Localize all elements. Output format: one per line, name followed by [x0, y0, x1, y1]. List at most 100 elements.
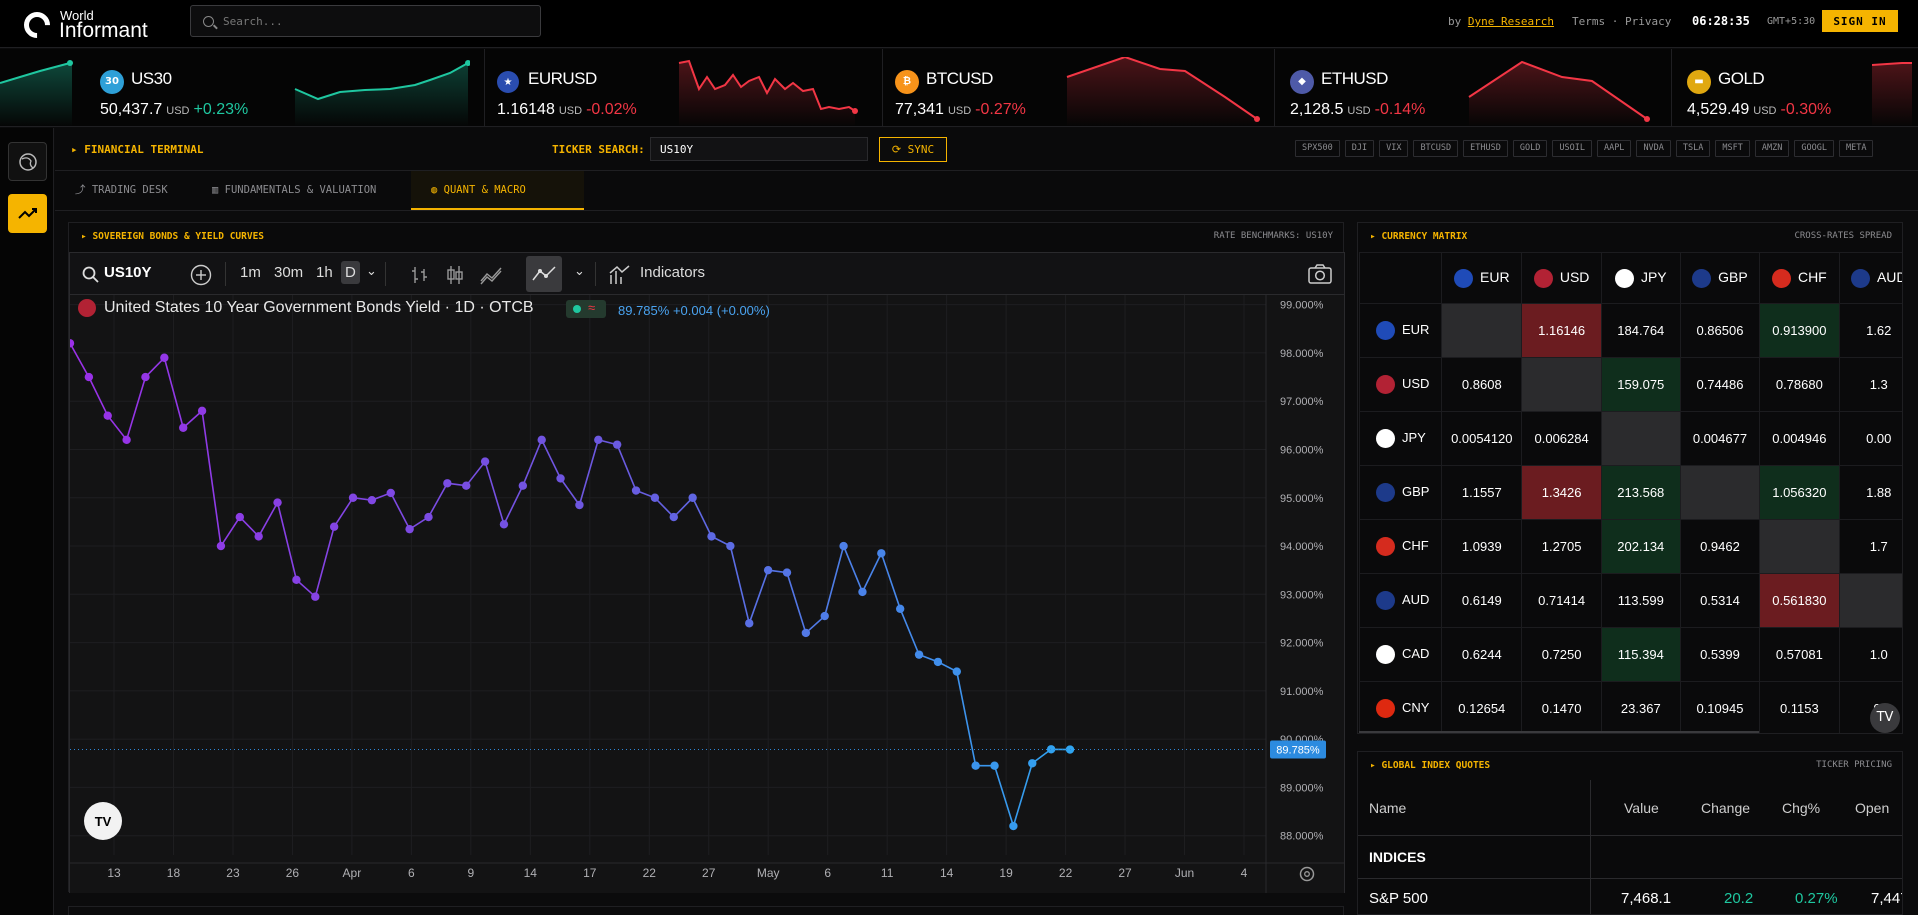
rate-cell[interactable]: 0.71414: [1521, 573, 1602, 628]
rate-cell[interactable]: 0.9462: [1679, 519, 1761, 574]
ticker-chip[interactable]: SPX500: [1295, 140, 1340, 157]
col-chg-pct[interactable]: Chg%: [1782, 800, 1821, 816]
data-point[interactable]: [480, 457, 490, 466]
data-point[interactable]: [895, 604, 905, 613]
rate-cell[interactable]: 0.561830: [1759, 573, 1840, 628]
ticker-chip[interactable]: NVDA: [1636, 140, 1671, 157]
rate-cell[interactable]: 1.16146: [1521, 303, 1602, 358]
data-point[interactable]: [292, 575, 301, 585]
rate-cell[interactable]: 159.075: [1600, 357, 1681, 412]
rate-cell[interactable]: 1.7: [1838, 519, 1902, 574]
add-symbol-icon[interactable]: [189, 263, 213, 287]
timeframe-d[interactable]: D: [341, 261, 360, 284]
data-point[interactable]: [575, 500, 584, 510]
col-header[interactable]: AUD: [1838, 252, 1902, 304]
candles-icon[interactable]: [443, 263, 467, 287]
ticker-chip[interactable]: DJI: [1344, 140, 1375, 157]
data-point[interactable]: [160, 353, 169, 362]
data-point[interactable]: [990, 761, 999, 770]
symbol-label[interactable]: US10Y: [104, 264, 152, 281]
tradingview-logo[interactable]: TV: [1870, 703, 1900, 733]
data-point[interactable]: [216, 541, 226, 551]
ticker-card-ethusd[interactable]: ◆ ETHUSD 2,128.5 USD -0.14%: [1290, 49, 1672, 126]
ticker-card-gold[interactable]: ▬ GOLD 4,529.49 USD -0.30%: [1687, 49, 1918, 126]
sync-button[interactable]: ⟳ SYNC: [879, 137, 947, 162]
rate-cell[interactable]: [1521, 357, 1602, 412]
line-markers-button[interactable]: [526, 256, 562, 292]
rate-cell[interactable]: 0.12654: [1441, 681, 1523, 733]
byline-link[interactable]: Dyne Research: [1467, 15, 1554, 28]
rate-cell[interactable]: 115.394: [1600, 627, 1681, 682]
data-point[interactable]: [612, 440, 622, 449]
search-icon[interactable]: [81, 265, 101, 285]
ticker-chip[interactable]: USOIL: [1552, 140, 1592, 157]
tab-fundamentals[interactable]: ▥ FUNDAMENTALS & VALUATION: [212, 184, 377, 196]
tab-trading-desk[interactable]: ⤴ TRADING DESK: [75, 184, 168, 196]
data-point[interactable]: [933, 657, 943, 667]
timeframe-1h[interactable]: 1h: [316, 264, 333, 281]
data-point[interactable]: [122, 435, 131, 445]
data-point[interactable]: [329, 522, 339, 531]
row-header[interactable]: CHF: [1358, 519, 1443, 574]
indicators-icon[interactable]: [608, 263, 632, 287]
bar-style-icon[interactable]: [408, 263, 432, 287]
rate-cell[interactable]: 1.0939: [1441, 519, 1523, 574]
tab-quant-macro[interactable]: ◍ QUANT & MACRO INDICATORS: [411, 171, 584, 235]
rate-cell[interactable]: 0.004946: [1759, 411, 1840, 466]
data-point[interactable]: [801, 628, 811, 638]
data-point[interactable]: [707, 532, 716, 541]
data-point[interactable]: [84, 372, 94, 382]
rate-cell[interactable]: 23.367: [1600, 681, 1681, 733]
rate-cell[interactable]: [1441, 303, 1523, 358]
ticker-chip[interactable]: META: [1838, 140, 1874, 157]
data-point[interactable]: [839, 541, 848, 551]
data-point[interactable]: [367, 495, 377, 505]
timeframe-1m[interactable]: 1m: [240, 264, 261, 281]
rate-cell[interactable]: 0.5399: [1679, 627, 1761, 682]
data-point[interactable]: [688, 493, 697, 502]
rate-cell[interactable]: 0.6244: [1441, 627, 1523, 682]
data-point[interactable]: [235, 512, 245, 522]
data-point[interactable]: [311, 592, 320, 601]
data-point[interactable]: [254, 532, 263, 541]
data-point[interactable]: [820, 611, 829, 621]
row-header[interactable]: AUD: [1358, 573, 1443, 628]
ticker-card-us30[interactable]: 30 US30 50,437.7 USD +0.23%: [100, 49, 485, 126]
rate-cell[interactable]: 1.88: [1838, 465, 1902, 520]
rate-cell[interactable]: [1600, 411, 1681, 466]
chevron-down-icon[interactable]: ⌄: [574, 263, 585, 278]
rate-cell[interactable]: 113.599: [1600, 573, 1681, 628]
rate-cell[interactable]: 1.1557: [1441, 465, 1523, 520]
data-point[interactable]: [103, 411, 112, 420]
rate-cell[interactable]: 1.3: [1838, 357, 1902, 412]
ticker-chip[interactable]: TSLA: [1675, 140, 1711, 157]
row-header[interactable]: CAD: [1358, 627, 1443, 682]
rate-cell[interactable]: 0.6149: [1441, 573, 1523, 628]
col-header[interactable]: GBP: [1679, 252, 1761, 304]
row-header[interactable]: GBP: [1358, 465, 1443, 520]
rate-cell[interactable]: 202.134: [1600, 519, 1681, 574]
rail-chart-button[interactable]: [8, 194, 47, 233]
data-point[interactable]: [971, 761, 980, 770]
data-point[interactable]: [424, 512, 433, 522]
indicators-button[interactable]: Indicators: [640, 264, 706, 281]
rate-cell[interactable]: 1.2705: [1521, 519, 1602, 574]
rate-cell[interactable]: 0.1153: [1759, 681, 1840, 733]
data-point[interactable]: [386, 488, 395, 498]
ticker-search-input[interactable]: US10Y: [650, 137, 868, 161]
ticker-chip[interactable]: BTCUSD: [1413, 140, 1459, 157]
rate-cell[interactable]: [1679, 465, 1761, 520]
data-point[interactable]: [650, 493, 660, 502]
ticker-card-eurusd[interactable]: ★ EURUSD 1.16148 USD -0.02%: [497, 49, 883, 126]
ticker-chip[interactable]: GOOGL: [1794, 140, 1834, 157]
data-point[interactable]: [405, 524, 414, 534]
data-point[interactable]: [141, 372, 150, 382]
rate-cell[interactable]: 0.004677: [1679, 411, 1761, 466]
row-header[interactable]: USD: [1358, 357, 1443, 412]
col-header[interactable]: USD: [1521, 252, 1602, 304]
rate-cell[interactable]: [1838, 573, 1902, 628]
data-point[interactable]: [462, 481, 471, 490]
area-chart-icon[interactable]: [479, 263, 503, 287]
ticker-chip[interactable]: AAPL: [1596, 140, 1632, 157]
chevron-down-icon[interactable]: ⌄: [366, 263, 377, 278]
